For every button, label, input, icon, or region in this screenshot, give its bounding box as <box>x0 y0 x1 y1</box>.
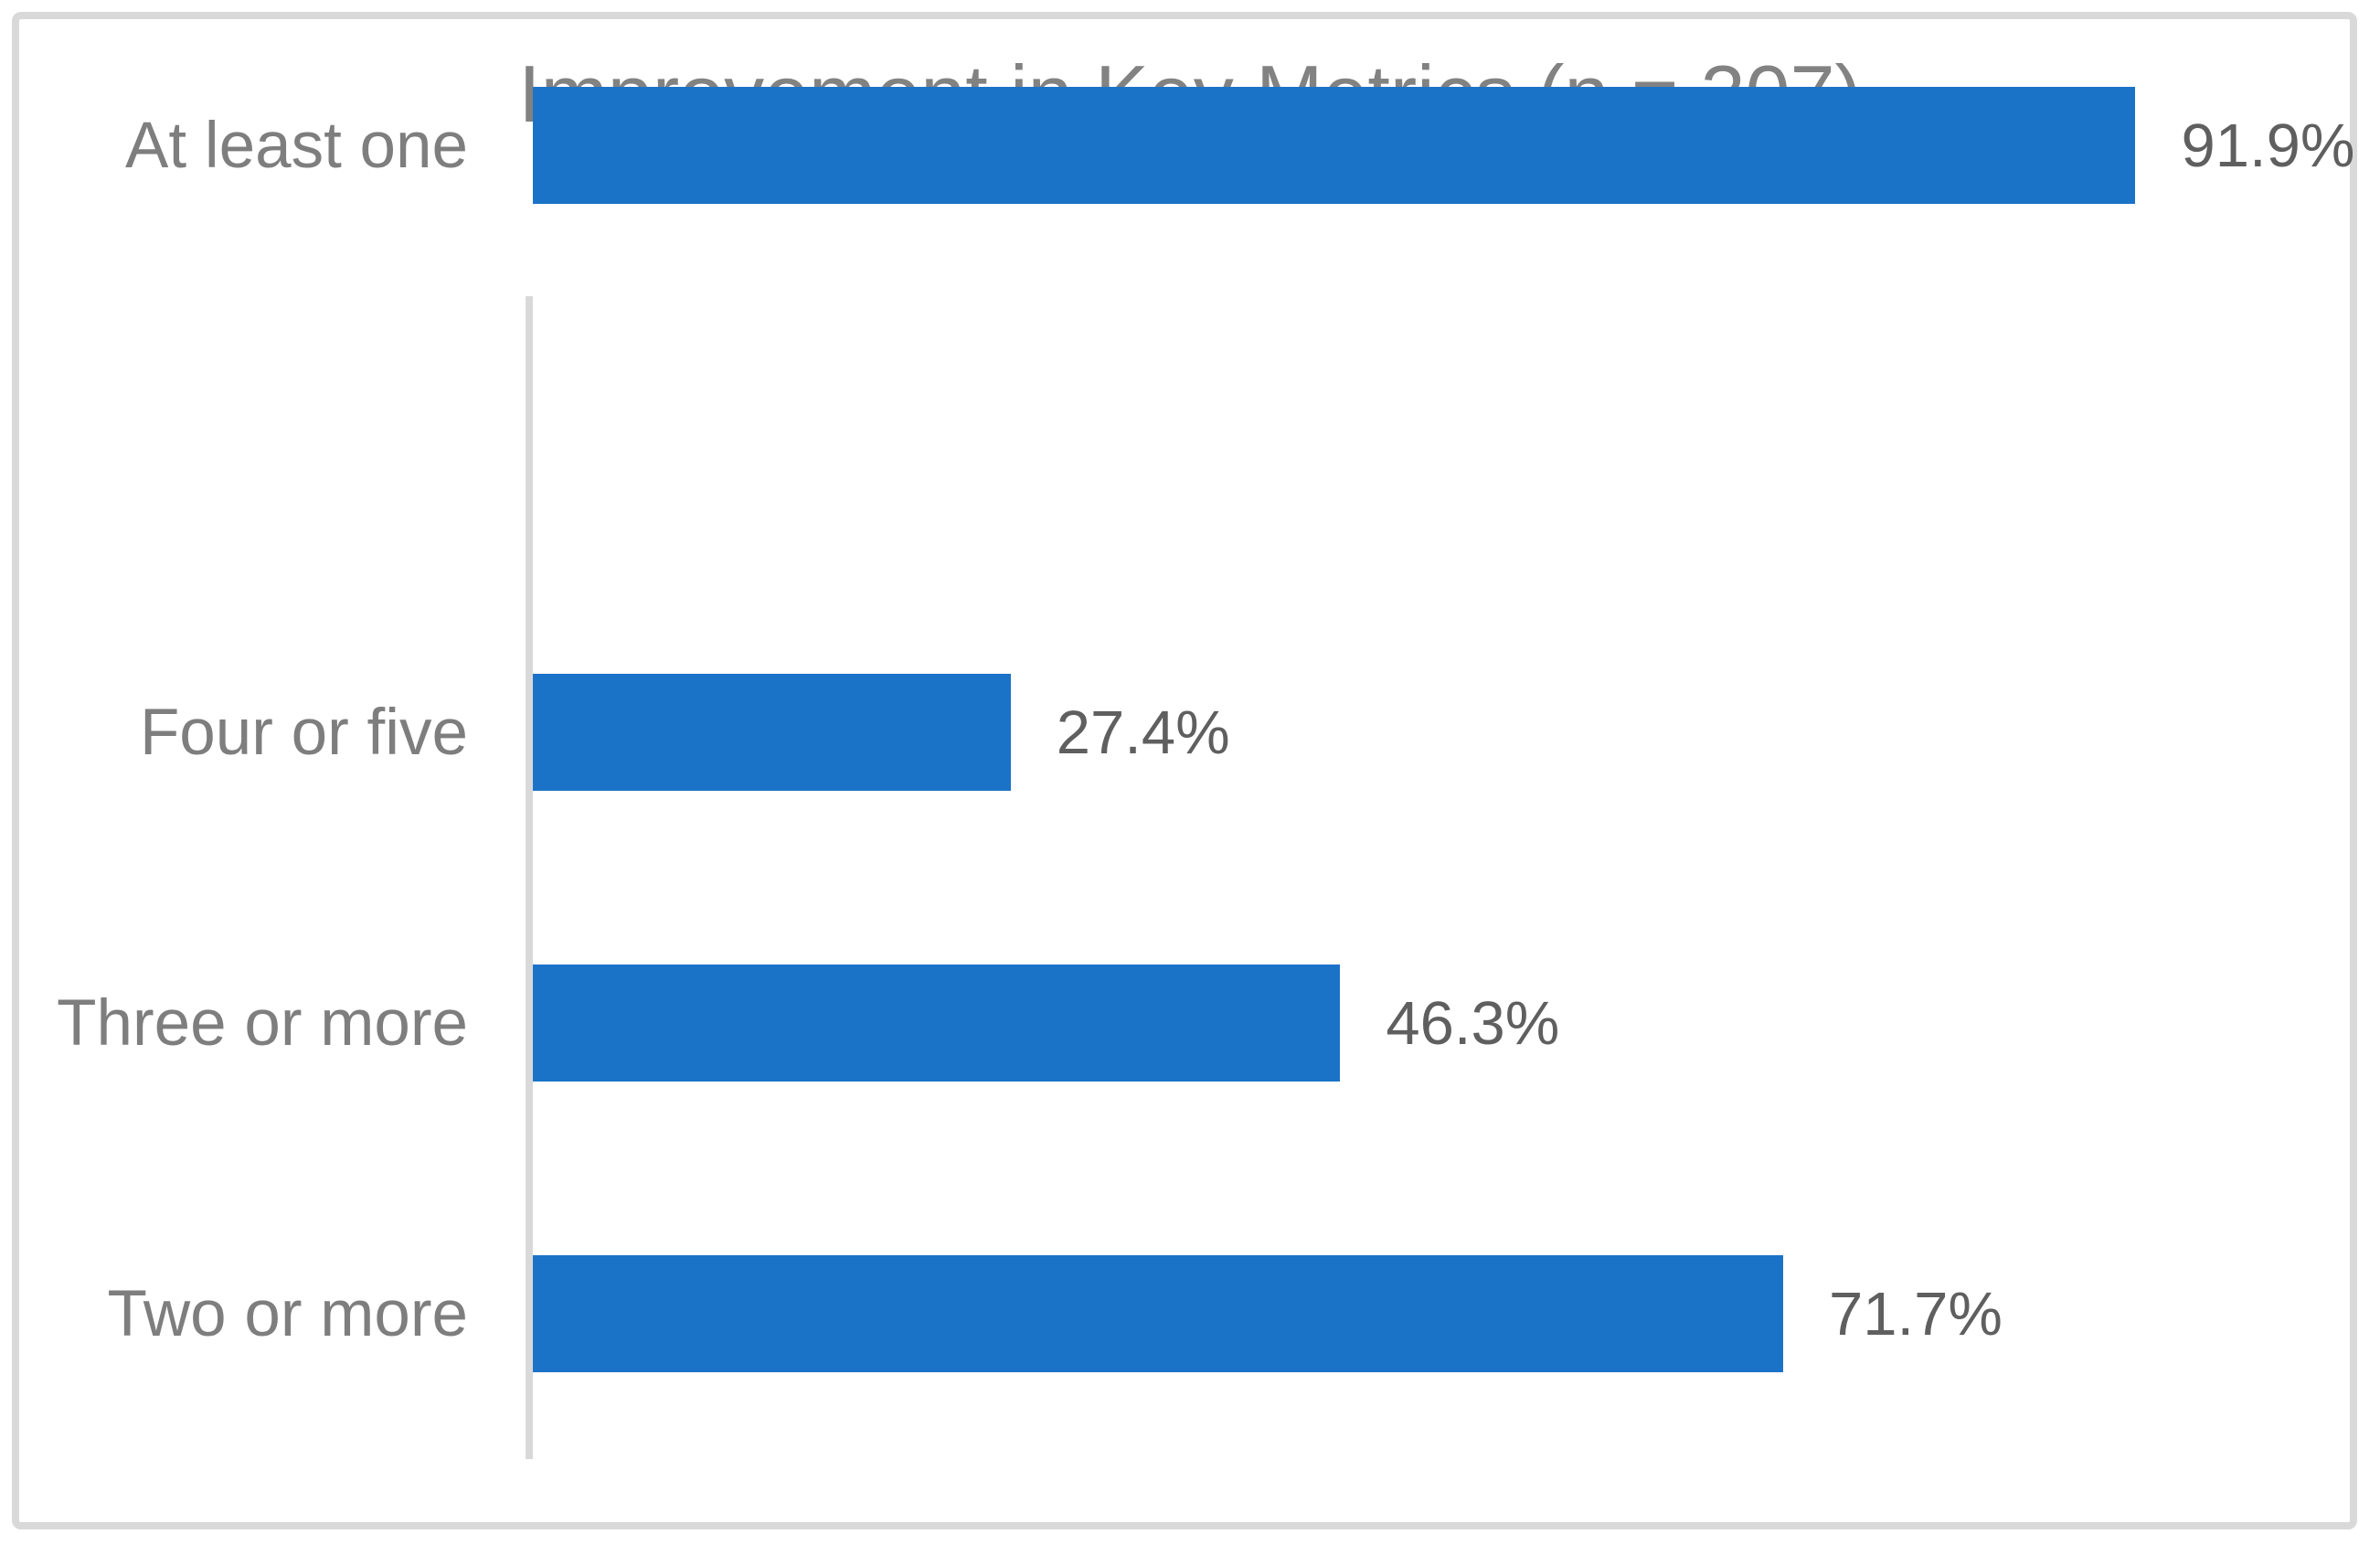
category-label-at-least-one: At least one <box>125 109 468 182</box>
data-label-three-or-more: 46.3% <box>1386 988 1560 1058</box>
bar-row: Four or five 27.4% <box>0 587 2380 878</box>
data-label-four-or-five: 27.4% <box>1056 698 1230 767</box>
category-label-two-or-more: Two or more <box>107 1277 468 1350</box>
bar-row: Two or more 71.7% <box>0 1168 2380 1459</box>
category-axis-line <box>526 296 533 1459</box>
category-label-three-or-more: Three or more <box>57 986 468 1060</box>
bar-four-or-five <box>533 674 1011 791</box>
bar-at-least-one <box>533 87 2136 204</box>
bar-three-or-more <box>533 965 1341 1082</box>
data-label-at-least-one: 91.9% <box>2181 111 2355 180</box>
bar-row: Three or more 46.3% <box>0 878 2380 1168</box>
data-label-two-or-more: 71.7% <box>1829 1279 2003 1348</box>
bar-row: At least one 91.9% <box>0 0 2380 291</box>
chart-outer-border <box>12 12 2357 1529</box>
category-label-four-or-five: Four or five <box>139 696 468 769</box>
bar-two-or-more <box>533 1255 1784 1372</box>
